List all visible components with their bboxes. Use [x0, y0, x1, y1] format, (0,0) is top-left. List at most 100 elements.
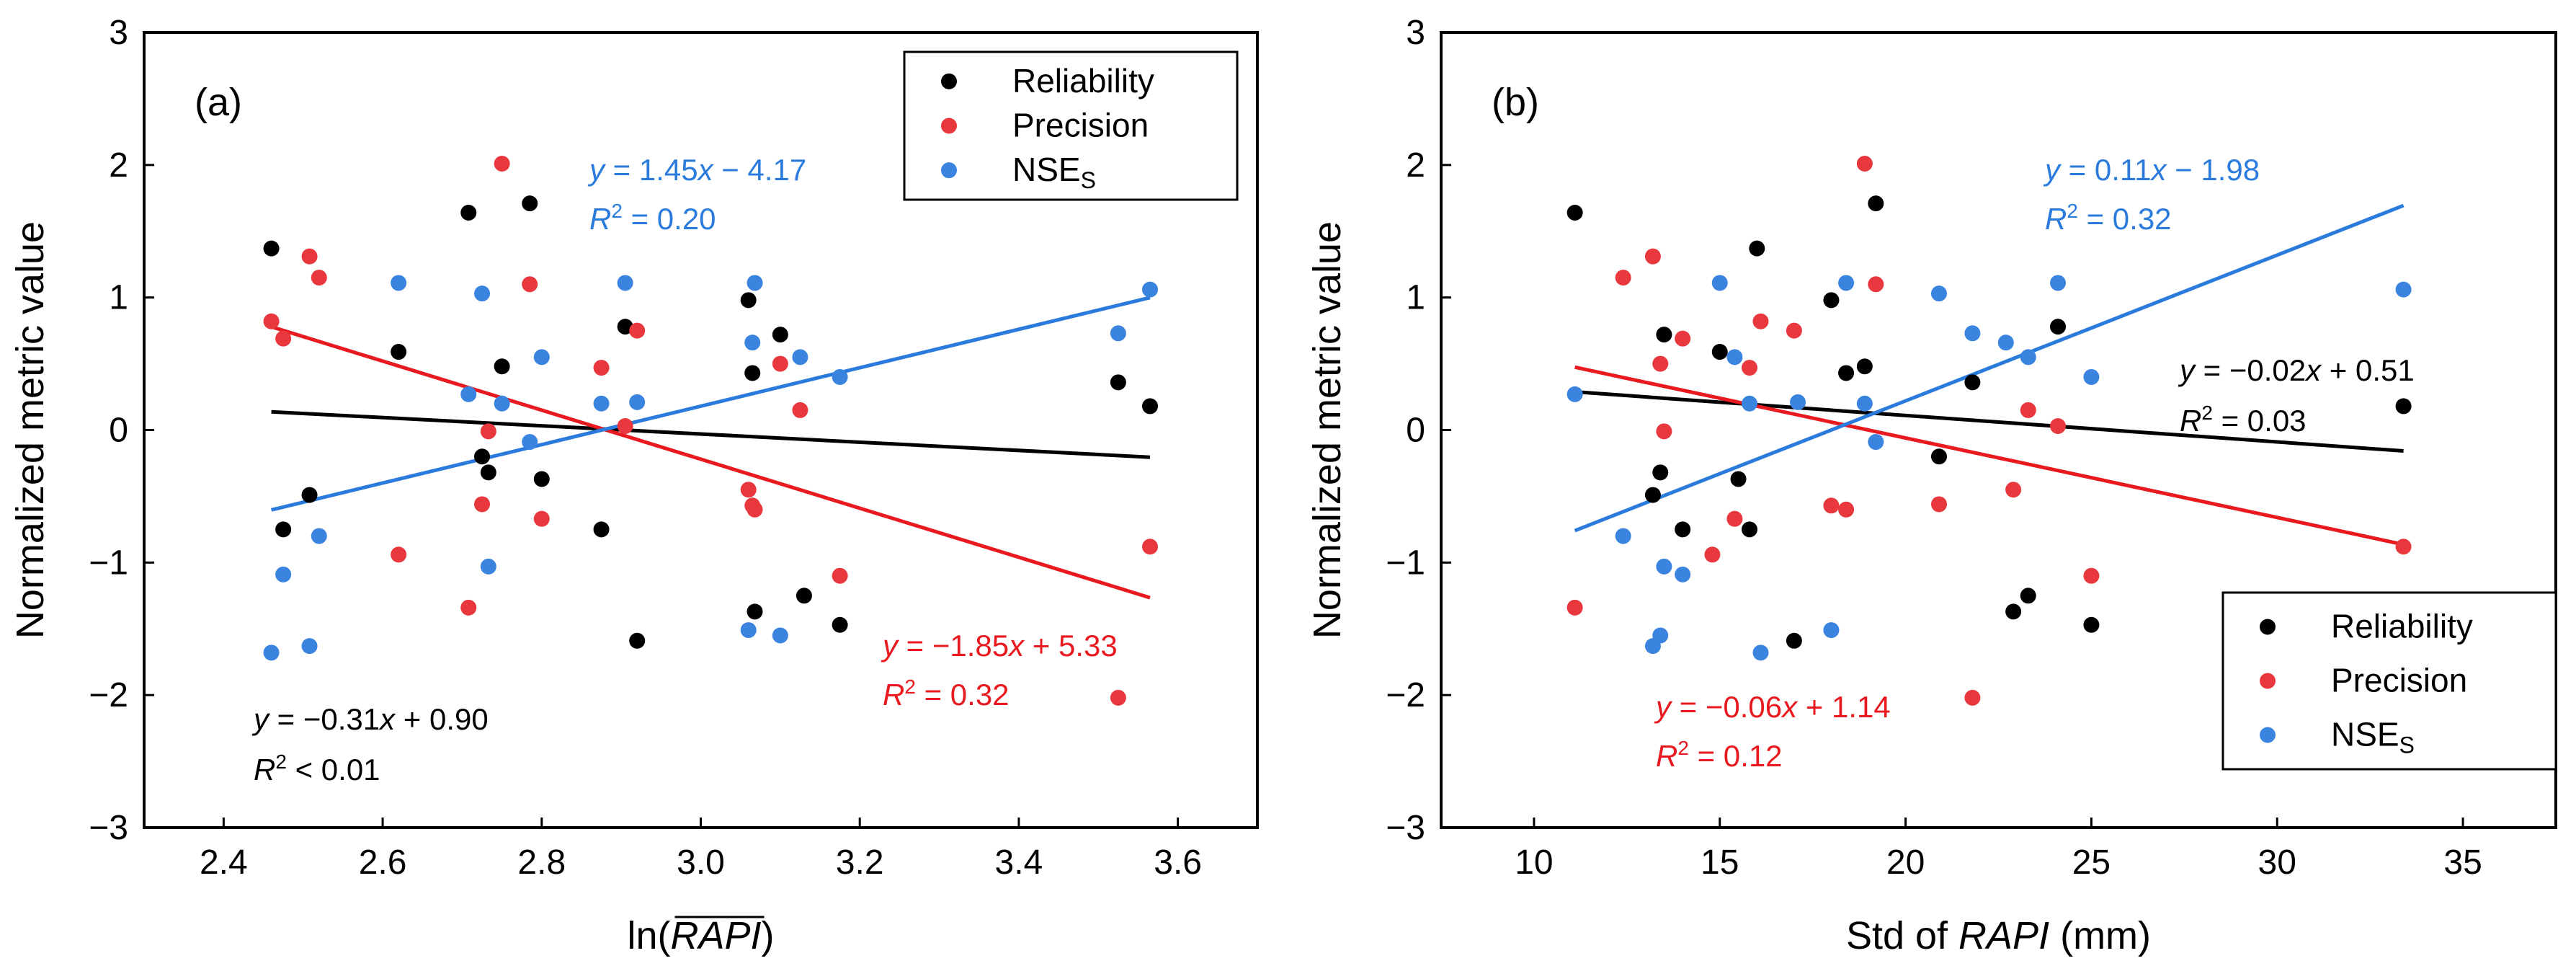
point-precision	[1930, 496, 1947, 513]
point-precision	[263, 313, 280, 329]
y-axis-label: Normalized metric value	[1306, 221, 1349, 639]
point-reliability	[275, 521, 292, 538]
panel-label: (a)	[195, 81, 242, 124]
point-precision	[1752, 313, 1769, 329]
point-nses	[391, 275, 407, 291]
equation-precision: y = −0.06x + 1.14	[1654, 690, 1891, 724]
legend-label: Reliability	[1012, 62, 1154, 99]
point-precision	[391, 546, 407, 563]
point-nses	[1823, 622, 1840, 639]
point-nses	[772, 627, 788, 644]
x-tick-label: 10	[1515, 843, 1553, 882]
point-reliability	[740, 292, 757, 309]
point-precision	[617, 417, 633, 434]
point-precision	[593, 360, 610, 376]
point-reliability	[2083, 616, 2100, 633]
point-precision	[1704, 546, 1721, 563]
legend: Reliability Precision NSES	[2221, 591, 2557, 771]
point-nses	[263, 644, 280, 661]
point-nses	[1997, 335, 2014, 351]
point-precision	[772, 355, 788, 372]
y-tick-label: −3	[1386, 809, 1425, 847]
legend-label: Precision	[1012, 107, 1149, 144]
equation-reliability: y = −0.31x + 0.90	[251, 702, 489, 736]
equation-nses: y = 1.45x − 4.17	[587, 153, 806, 187]
point-precision	[1786, 322, 1802, 339]
point-nses	[629, 394, 646, 410]
y-tick-label: 1	[1406, 279, 1425, 317]
point-reliability	[474, 448, 491, 465]
point-precision	[1615, 270, 1631, 286]
point-precision	[275, 330, 292, 347]
y-tick-label: 1	[109, 279, 128, 317]
x-tick-label: 2.4	[200, 843, 248, 882]
point-nses	[1142, 281, 1159, 298]
point-reliability	[2020, 588, 2036, 604]
point-precision	[2005, 482, 2022, 498]
point-nses	[1726, 349, 1743, 366]
r2-reliability: R2 = 0.03	[2180, 402, 2307, 438]
y-tick-label: 3	[109, 14, 128, 52]
point-nses	[301, 638, 318, 655]
point-reliability	[1644, 487, 1661, 503]
point-reliability	[772, 327, 788, 343]
x-tick-label: 2.6	[359, 843, 407, 882]
y-tick-label: 0	[1406, 412, 1425, 450]
point-precision	[2020, 402, 2036, 418]
point-reliability	[1110, 374, 1126, 391]
point-reliability	[795, 588, 812, 604]
point-precision	[1110, 689, 1126, 706]
r2-nses: R2 = 0.20	[589, 200, 716, 236]
point-nses	[593, 395, 610, 412]
point-nses	[2020, 349, 2036, 366]
point-precision	[1566, 599, 1583, 616]
legend-marker	[941, 162, 957, 179]
equation-precision: y = −1.85x + 5.33	[881, 629, 1118, 663]
point-nses	[1110, 325, 1126, 342]
x-tick-label: 20	[1886, 843, 1925, 882]
point-reliability	[746, 603, 763, 620]
point-nses	[740, 622, 757, 639]
point-reliability	[629, 632, 646, 649]
x-axis-label: ln(RAPI)	[627, 914, 774, 957]
point-precision	[1675, 330, 1691, 347]
point-nses	[1752, 644, 1769, 661]
point-nses	[1711, 275, 1728, 291]
point-nses	[494, 395, 510, 412]
point-nses	[1652, 627, 1669, 644]
x-tick-label: 3.6	[1154, 843, 1202, 882]
r2-precision: R2 = 0.32	[883, 675, 1010, 712]
x-tick-label: 3.4	[995, 843, 1043, 882]
point-precision	[301, 248, 318, 265]
legend-marker	[941, 73, 957, 89]
legend-label: Precision	[2331, 662, 2467, 699]
point-reliability	[1823, 292, 1840, 309]
point-nses	[2050, 275, 2067, 291]
point-precision	[1656, 423, 1672, 440]
point-reliability	[263, 240, 280, 257]
point-nses	[1615, 528, 1631, 544]
point-reliability	[1749, 240, 1765, 257]
fit-line-precision	[1574, 365, 2405, 546]
point-nses	[533, 349, 550, 366]
y-axis-label: Normalized metric value	[9, 221, 52, 639]
point-precision	[792, 402, 808, 418]
r2-reliability: R2 < 0.01	[254, 750, 380, 787]
point-nses	[1675, 566, 1691, 582]
y-tick-label: 3	[1406, 14, 1425, 52]
point-reliability	[2395, 398, 2412, 415]
point-reliability	[1964, 374, 1981, 391]
point-precision	[1652, 355, 1669, 372]
legend-box	[2221, 591, 2557, 771]
fit-line-nses	[270, 296, 1151, 512]
legend-marker	[941, 118, 957, 134]
point-nses	[275, 566, 292, 582]
y-tick-label: −1	[89, 544, 128, 582]
point-precision	[460, 599, 477, 616]
fit-line-precision	[270, 324, 1151, 600]
point-nses	[1742, 395, 1758, 412]
point-nses	[522, 434, 538, 451]
legend-box	[903, 50, 1239, 201]
point-precision	[629, 322, 646, 339]
